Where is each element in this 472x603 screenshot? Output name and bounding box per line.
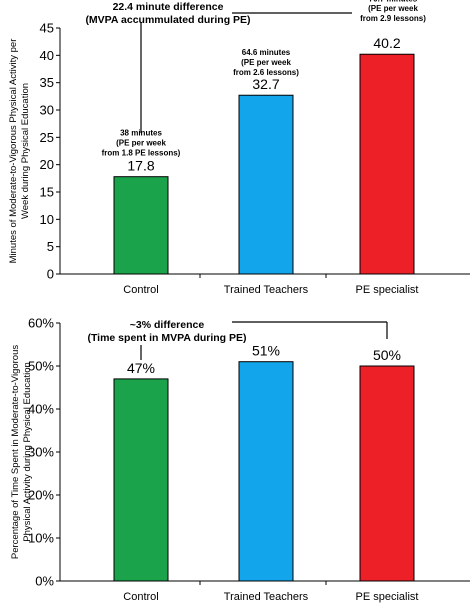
- chart-mvpa-minutes: 0 5 10 15 20 25 30 35 40 45 17.8 Control 32.7 Trained…: [8, 0, 470, 296]
- x-category-label: PE specialist: [356, 284, 419, 296]
- y-tick-label: 20%: [28, 488, 54, 503]
- bar-value-label: 47%: [127, 360, 155, 376]
- bar-annotation-line: 64.6 minutes: [242, 48, 291, 57]
- y-tick-label: 25: [40, 130, 54, 145]
- y-axis-title-line: Minutes of Moderate-to-Vigorous Physical…: [8, 39, 19, 264]
- bar-1: [238, 94, 294, 275]
- y-tick-label: 10: [40, 212, 54, 227]
- y-tick-label: 0%: [35, 574, 54, 589]
- difference-annotation-line: 22.4 minute difference: [113, 1, 224, 13]
- y-tick-label: 20: [40, 157, 54, 172]
- bar-value-label: 50%: [373, 347, 401, 363]
- bar-annotation-line: from 2.6 lessons): [233, 68, 299, 77]
- bar-0: [113, 176, 169, 275]
- y-tick-label: 40%: [28, 402, 54, 417]
- bar-0: [113, 378, 169, 582]
- bar-annotation-line: from 1.8 PE lessons): [102, 149, 181, 158]
- difference-annotation-line: (Time spent in MVPA during PE): [87, 332, 246, 344]
- x-category-label: PE specialist: [356, 591, 419, 603]
- bar-annotation-line: (PE per week: [116, 139, 166, 148]
- difference-annotation-line: ~3% difference: [130, 319, 205, 331]
- x-category-label: Trained Teachers: [224, 591, 309, 603]
- y-tick-label: 40: [40, 48, 54, 63]
- chart-mvpa-percentage: 0% 10% 20% 30% 40% 50% 60% 47% Control 51% Trained…: [10, 316, 470, 603]
- y-tick-label: 15: [40, 185, 54, 200]
- bar-annotation-line: (PE per week: [368, 4, 418, 13]
- x-category-label: Trained Teachers: [224, 284, 309, 296]
- y-tick-label: 0: [47, 267, 54, 282]
- y-axis-title-line: Percentage of Time Spent in Moderate-to-…: [10, 345, 21, 559]
- difference-annotation-line: (MVPA accummulated during PE): [85, 14, 250, 26]
- bar-2: [359, 53, 415, 275]
- y-tick-label: 5: [47, 239, 54, 254]
- y-tick-label: 60%: [28, 316, 54, 331]
- bar-1: [238, 361, 294, 582]
- bar-annotation-line: from 2.9 lessons): [360, 14, 426, 23]
- y-axis-title: Minutes of Moderate-to-Vigorous Physical…: [8, 39, 31, 264]
- y-tick-label: 45: [40, 21, 54, 36]
- y-tick-label: 30%: [28, 445, 54, 460]
- y-tick-label: 10%: [28, 531, 54, 546]
- bar-value-label: 32.7: [252, 76, 279, 92]
- bar-annotation-line: 38 minutes: [120, 129, 162, 138]
- bar-annotation-line: 79.7 minutes: [369, 0, 418, 3]
- y-axis-title-line: Physical Activity during Physical Educat…: [22, 362, 33, 542]
- y-axis-title: Percentage of Time Spent in Moderate-to-…: [10, 345, 33, 559]
- bar-value-label: 17.8: [127, 158, 154, 174]
- y-tick-label: 50%: [28, 359, 54, 374]
- bar-value-label: 40.2: [373, 35, 400, 51]
- bar-2: [359, 365, 415, 582]
- y-tick-label: 30: [40, 103, 54, 118]
- bar-value-label: 51%: [252, 343, 280, 359]
- bar-annotation-line: (PE per week: [241, 58, 291, 67]
- x-category-label: Control: [123, 591, 158, 603]
- y-axis-title-line: Week during Physical Education: [20, 83, 31, 219]
- y-tick-label: 35: [40, 75, 54, 90]
- x-category-label: Control: [123, 284, 158, 296]
